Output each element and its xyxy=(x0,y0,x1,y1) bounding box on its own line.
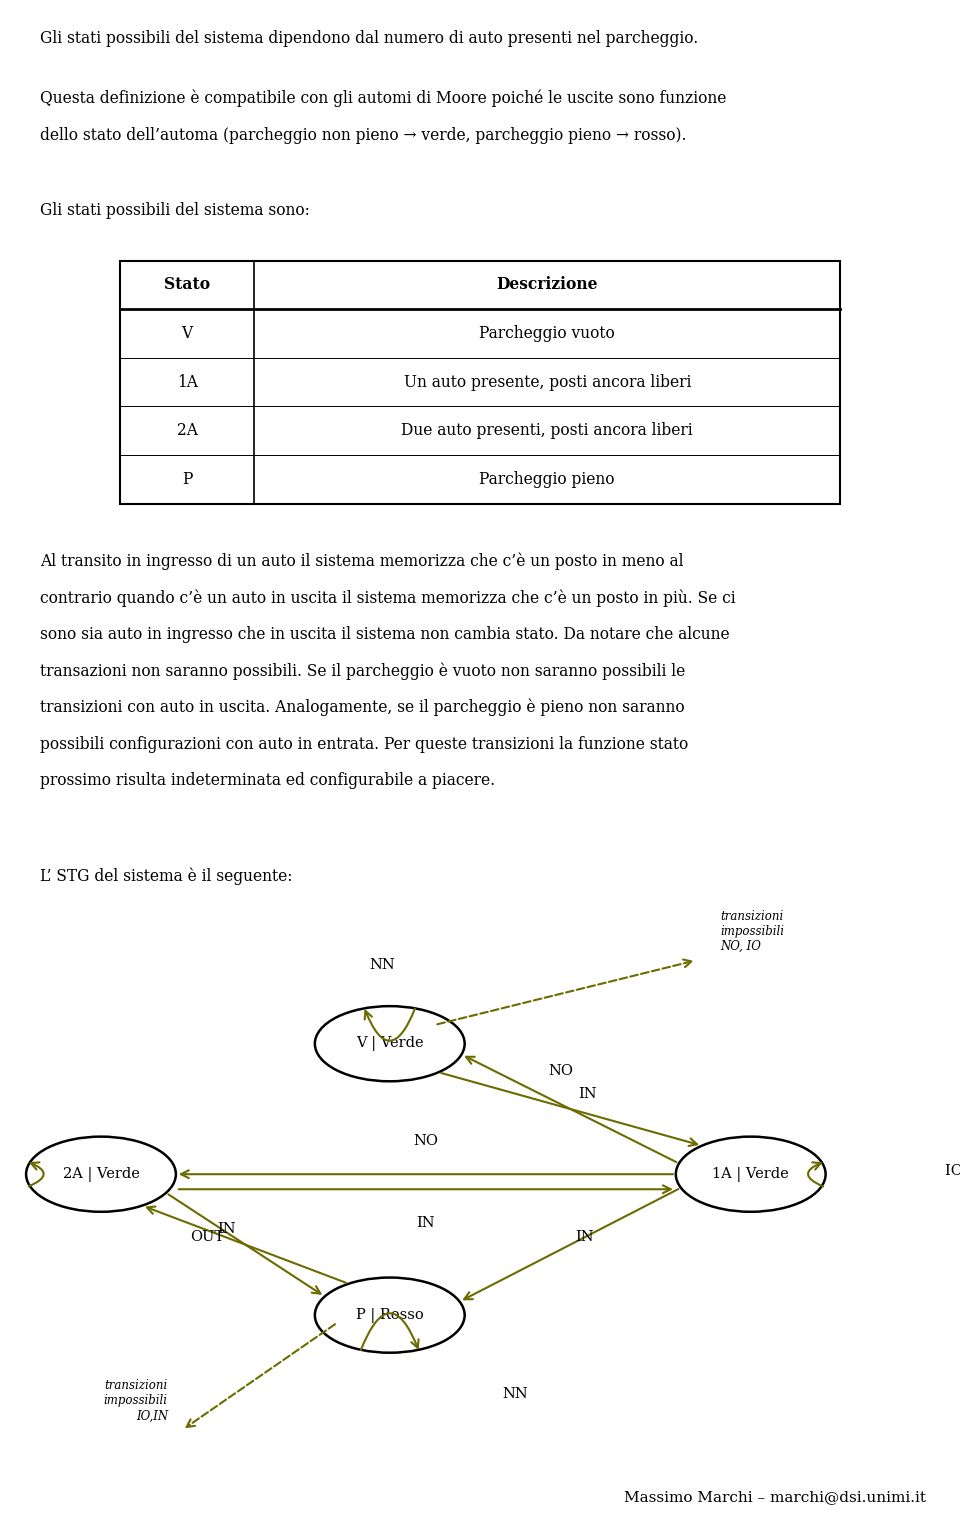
Text: transizioni
impossibili
NO, IO: transizioni impossibili NO, IO xyxy=(721,910,784,952)
Ellipse shape xyxy=(315,1006,465,1082)
Text: Gli stati possibili del sistema dipendono dal numero di auto presenti nel parche: Gli stati possibili del sistema dipendon… xyxy=(40,30,699,47)
Text: Due auto presenti, posti ancora liberi: Due auto presenti, posti ancora liberi xyxy=(401,422,693,439)
Text: sono sia auto in ingresso che in uscita il sistema non cambia stato. Da notare c: sono sia auto in ingresso che in uscita … xyxy=(40,626,730,643)
Text: prossimo risulta indeterminata ed configurabile a piacere.: prossimo risulta indeterminata ed config… xyxy=(40,772,495,788)
Text: transizioni
impossibili
IO,IN: transizioni impossibili IO,IN xyxy=(104,1379,168,1422)
Text: contrario quando c’è un auto in uscita il sistema memorizza che c’è un posto in : contrario quando c’è un auto in uscita i… xyxy=(40,589,736,606)
Text: possibili configurazioni con auto in entrata. Per queste transizioni la funzione: possibili configurazioni con auto in ent… xyxy=(40,735,688,752)
Text: IN: IN xyxy=(575,1230,594,1244)
Text: transizioni con auto in uscita. Analogamente, se il parcheggio è pieno non saran: transizioni con auto in uscita. Analogam… xyxy=(40,699,684,717)
Ellipse shape xyxy=(26,1136,176,1212)
Text: OUT: OUT xyxy=(190,1230,224,1244)
Text: Massimo Marchi – marchi@dsi.unimi.it: Massimo Marchi – marchi@dsi.unimi.it xyxy=(624,1490,926,1504)
Text: transazioni non saranno possibili. Se il parcheggio è vuoto non saranno possibil: transazioni non saranno possibili. Se il… xyxy=(40,662,685,681)
Text: IN: IN xyxy=(578,1086,597,1101)
Bar xyxy=(120,261,840,504)
Text: IN: IN xyxy=(417,1215,435,1230)
Text: Questa definizione è compatibile con gli automi di Moore poiché le uscite sono f: Questa definizione è compatibile con gli… xyxy=(40,90,727,106)
Text: 1A | Verde: 1A | Verde xyxy=(712,1167,789,1182)
Text: Stato: Stato xyxy=(164,276,210,293)
Text: 2A | Verde: 2A | Verde xyxy=(62,1167,139,1182)
Text: Al transito in ingresso di un auto il sistema memorizza che c’è un posto in meno: Al transito in ingresso di un auto il si… xyxy=(40,553,684,570)
Text: Parcheggio pieno: Parcheggio pieno xyxy=(479,471,615,488)
Text: Descrizione: Descrizione xyxy=(496,276,598,293)
Text: Gli stati possibili del sistema sono:: Gli stati possibili del sistema sono: xyxy=(40,202,310,219)
Text: Parcheggio vuoto: Parcheggio vuoto xyxy=(479,325,615,342)
Text: NO: NO xyxy=(414,1133,439,1148)
Text: V: V xyxy=(181,325,193,342)
Text: NN: NN xyxy=(502,1387,528,1401)
Ellipse shape xyxy=(676,1136,826,1212)
Text: Un auto presente, posti ancora liberi: Un auto presente, posti ancora liberi xyxy=(403,374,691,390)
Text: 1A: 1A xyxy=(177,374,198,390)
Text: IN: IN xyxy=(217,1223,235,1236)
Text: NN: NN xyxy=(369,958,395,972)
Text: P: P xyxy=(182,471,192,488)
Text: P | Rosso: P | Rosso xyxy=(356,1308,423,1323)
Text: NO: NO xyxy=(548,1063,573,1078)
Ellipse shape xyxy=(315,1277,465,1353)
Text: IO, NN: IO, NN xyxy=(946,1164,960,1177)
Text: dello stato dell’automa (parcheggio non pieno → verde, parcheggio pieno → rosso): dello stato dell’automa (parcheggio non … xyxy=(40,126,686,144)
Text: V | Verde: V | Verde xyxy=(356,1036,423,1051)
Text: 2A: 2A xyxy=(177,422,198,439)
Text: L’ STG del sistema è il seguente:: L’ STG del sistema è il seguente: xyxy=(40,867,293,886)
